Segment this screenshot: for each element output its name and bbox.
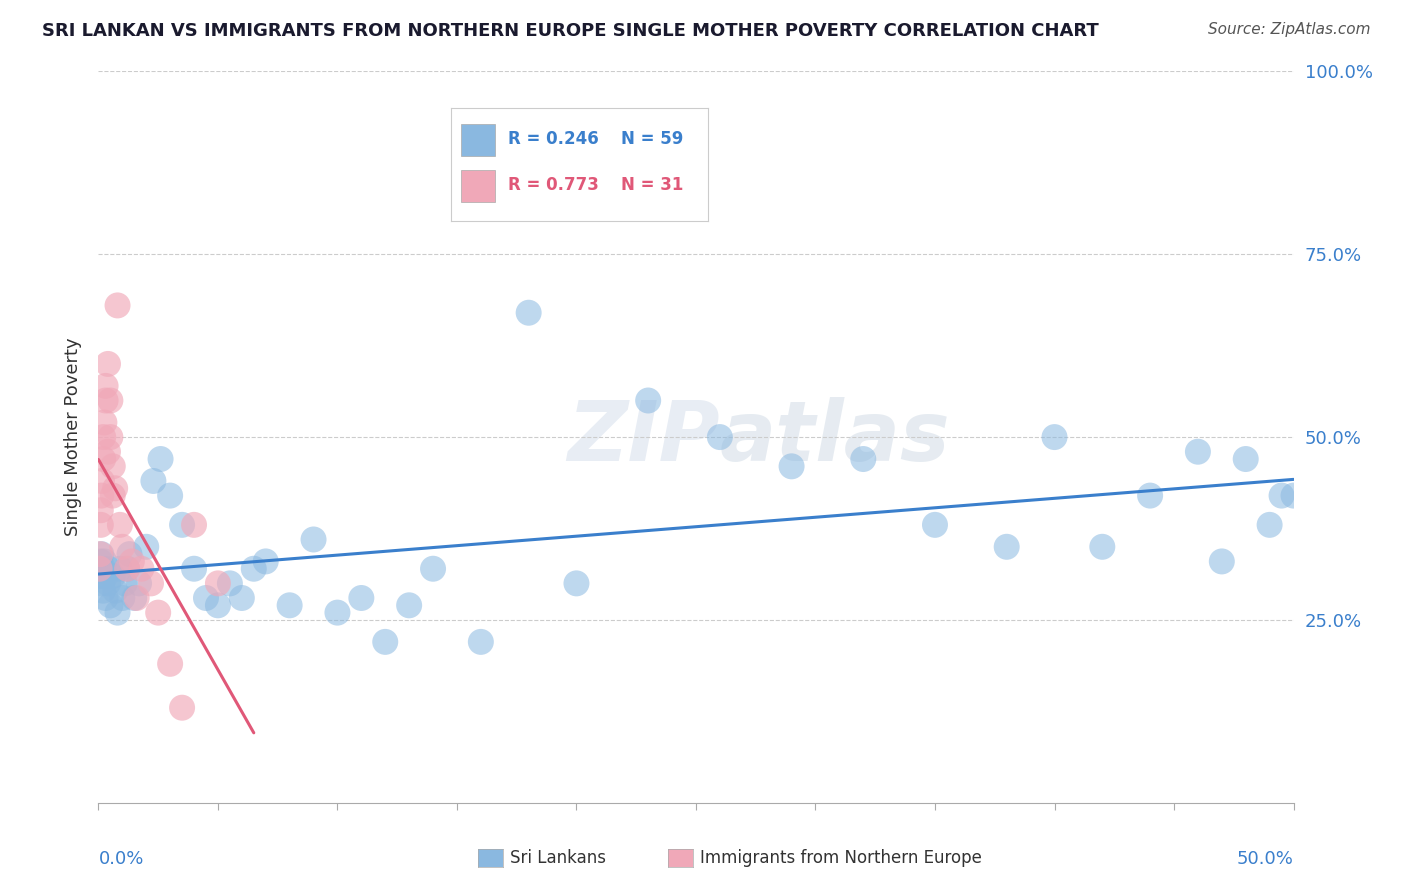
Point [108, 562, 131, 576]
Point [93, 416, 115, 430]
Point [101, 489, 124, 503]
Point [326, 606, 349, 620]
Point [195, 591, 218, 605]
Point [517, 306, 540, 320]
Point [207, 576, 229, 591]
Point [565, 576, 588, 591]
Point [115, 562, 138, 576]
Point [97, 357, 120, 371]
Point [124, 591, 146, 605]
Point [159, 657, 181, 671]
Point [398, 599, 420, 613]
Point [219, 576, 242, 591]
Point [90, 547, 112, 561]
Point [98, 599, 122, 613]
Point [1211, 554, 1233, 568]
Text: 50.0%: 50.0% [1237, 850, 1294, 868]
Point [128, 576, 150, 591]
Point [183, 562, 205, 576]
Point [374, 635, 396, 649]
Point [89, 547, 111, 561]
Point [207, 599, 229, 613]
Point [111, 591, 134, 605]
Point [172, 700, 194, 714]
Point [101, 459, 124, 474]
Point [89, 554, 111, 568]
Point [107, 606, 129, 620]
Point [125, 591, 148, 605]
Point [94, 569, 117, 583]
Point [637, 393, 659, 408]
Point [243, 562, 266, 576]
Point [470, 635, 492, 649]
Point [118, 547, 141, 561]
Point [94, 393, 117, 408]
Point [254, 554, 277, 568]
Point [139, 576, 162, 591]
Point [90, 503, 112, 517]
Point [115, 562, 138, 576]
Point [1234, 452, 1257, 467]
Point [104, 481, 127, 495]
Point [422, 562, 444, 576]
Text: Source: ZipAtlas.com: Source: ZipAtlas.com [1208, 22, 1371, 37]
Point [1091, 540, 1114, 554]
Point [1139, 489, 1161, 503]
Point [231, 591, 253, 605]
Point [995, 540, 1018, 554]
Point [183, 517, 205, 532]
Point [91, 583, 114, 598]
Text: 0.0%: 0.0% [98, 850, 143, 868]
Text: atlas: atlas [720, 397, 950, 477]
Point [108, 517, 131, 532]
Point [94, 379, 117, 393]
Point [278, 599, 301, 613]
Text: ZIP: ZIP [567, 397, 720, 477]
Point [98, 393, 122, 408]
Point [172, 517, 194, 532]
Point [97, 444, 120, 458]
Point [91, 562, 114, 576]
Point [94, 591, 117, 605]
Point [89, 562, 111, 576]
Point [780, 459, 803, 474]
Y-axis label: Single Mother Poverty: Single Mother Poverty [63, 338, 82, 536]
Point [1187, 444, 1209, 458]
Point [1043, 430, 1066, 444]
Point [121, 554, 143, 568]
Point [91, 452, 114, 467]
Text: Immigrants from Northern Europe: Immigrants from Northern Europe [700, 849, 981, 867]
Point [709, 430, 731, 444]
Text: SRI LANKAN VS IMMIGRANTS FROM NORTHERN EUROPE SINGLE MOTHER POVERTY CORRELATION : SRI LANKAN VS IMMIGRANTS FROM NORTHERN E… [42, 22, 1099, 40]
Point [350, 591, 373, 605]
Point [91, 576, 114, 591]
Point [1271, 489, 1294, 503]
Point [90, 569, 112, 583]
Point [101, 569, 124, 583]
Point [142, 474, 165, 488]
Point [104, 583, 127, 598]
Point [90, 517, 112, 532]
Point [107, 298, 129, 312]
Point [91, 430, 114, 444]
Point [1258, 517, 1281, 532]
Point [91, 474, 114, 488]
Point [98, 430, 122, 444]
Point [852, 452, 875, 467]
Point [97, 562, 120, 576]
Point [114, 576, 136, 591]
Point [924, 517, 946, 532]
Text: Sri Lankans: Sri Lankans [510, 849, 606, 867]
Point [93, 554, 115, 568]
Point [148, 606, 170, 620]
Point [111, 540, 134, 554]
Point [135, 540, 157, 554]
Point [131, 562, 153, 576]
Point [90, 489, 112, 503]
Point [159, 489, 181, 503]
Point [1282, 489, 1305, 503]
Point [149, 452, 172, 467]
Point [97, 576, 120, 591]
Point [302, 533, 325, 547]
